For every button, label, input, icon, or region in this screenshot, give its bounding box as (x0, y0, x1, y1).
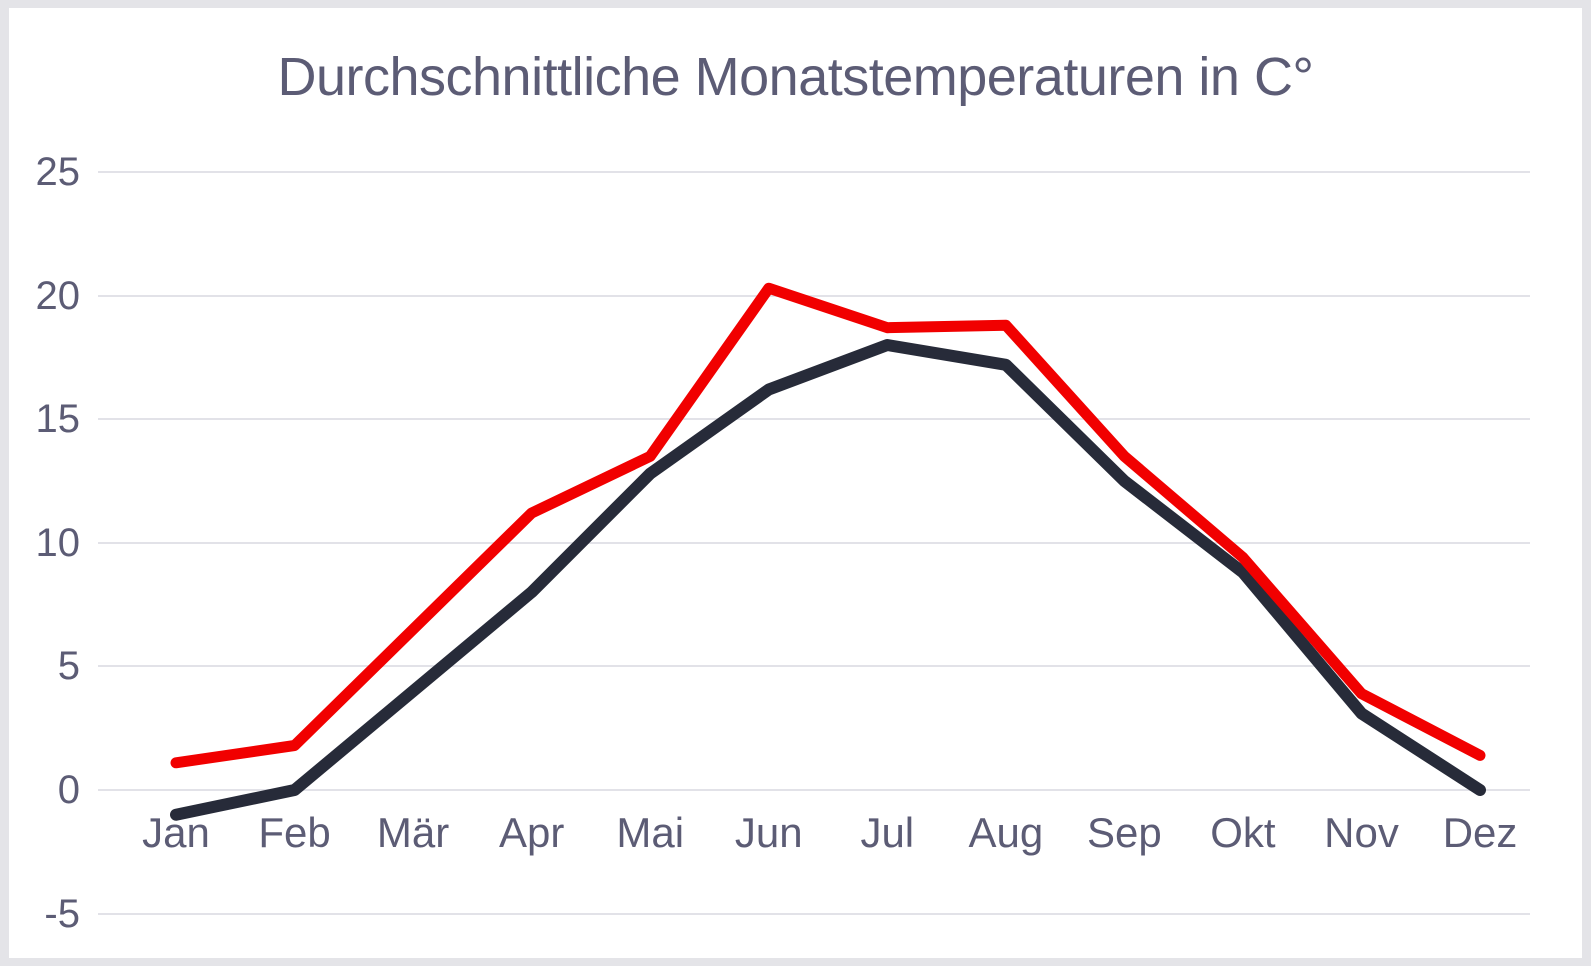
y-tick-label: 0 (57, 768, 80, 812)
gridline (98, 418, 1530, 421)
y-tick-label: 25 (35, 150, 81, 194)
y-tick-label: 10 (35, 520, 81, 565)
x-tick-label: Jun (734, 809, 803, 856)
gridline (98, 294, 1530, 297)
x-tick-label: Aug (968, 809, 1044, 856)
y-tick-label: -5 (44, 891, 80, 936)
x-tick-label: Sep (1087, 809, 1162, 856)
gridline (98, 789, 1530, 791)
x-tick-label: Mai (616, 809, 685, 856)
x-tick-label: Apr (498, 809, 565, 856)
gridline (98, 912, 1530, 915)
x-tick-label: Okt (1210, 809, 1276, 856)
y-tick-label: 20 (35, 273, 81, 318)
red-line (170, 282, 1486, 769)
x-tick-label: Jul (860, 809, 915, 856)
x-tick-label: Mär (376, 809, 450, 856)
gridline (98, 541, 1530, 544)
dark-line (170, 339, 1486, 821)
gridline (98, 171, 1530, 173)
y-tick-label: 5 (57, 644, 80, 689)
chart-title: Durchschnittliche Monatstemperaturen in … (277, 47, 1314, 107)
y-tick-label: 15 (35, 397, 81, 442)
x-tick-label: Feb (258, 809, 331, 856)
x-tick-label: Nov (1324, 809, 1399, 856)
gridline (98, 665, 1530, 668)
x-tick-label: Dez (1442, 809, 1518, 856)
